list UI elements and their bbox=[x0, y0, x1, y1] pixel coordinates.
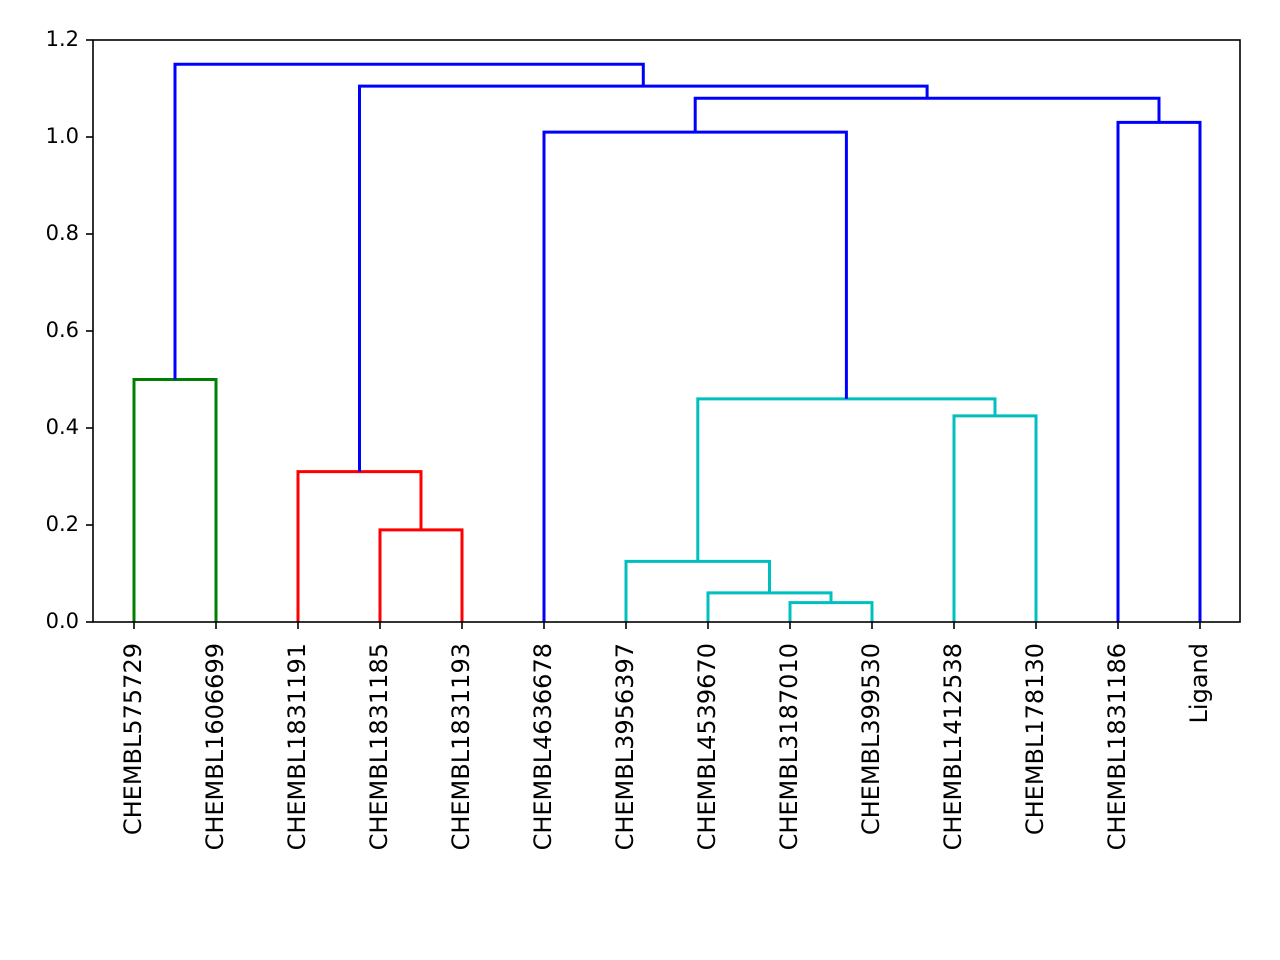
leaf-label: CHEMBL1831191 bbox=[283, 643, 311, 850]
dendrogram-link-red bbox=[378, 528, 464, 622]
dendrogram-link-blue bbox=[173, 62, 645, 380]
dendrogram-link-blue bbox=[693, 96, 1161, 133]
leaf-label: CHEMBL3187010 bbox=[775, 643, 803, 850]
leaf-label: CHEMBL1412538 bbox=[939, 643, 967, 850]
leaf-label: CHEMBL1606699 bbox=[201, 643, 229, 850]
leaf-label: CHEMBL4636678 bbox=[529, 643, 557, 850]
y-tick-label: 0.4 bbox=[46, 415, 79, 439]
dendrogram-link-cyan bbox=[706, 591, 833, 622]
dendrogram-link-blue bbox=[1116, 120, 1202, 622]
leaf-label: Ligand bbox=[1185, 643, 1213, 723]
y-tick-label: 0.6 bbox=[46, 318, 79, 342]
y-tick-label: 0.0 bbox=[46, 609, 79, 633]
leaf-label: CHEMBL399530 bbox=[857, 643, 885, 835]
leaf-label: CHEMBL178130 bbox=[1021, 643, 1049, 835]
leaf-label: CHEMBL1831185 bbox=[365, 643, 393, 850]
dendrogram-link-blue bbox=[542, 130, 848, 622]
dendrogram-link-cyan bbox=[788, 601, 874, 622]
leaf-label: CHEMBL4539670 bbox=[693, 643, 721, 850]
dendrogram-link-red bbox=[296, 470, 423, 622]
plot-frame bbox=[92, 39, 1241, 623]
y-tick-label: 0.8 bbox=[46, 221, 79, 245]
leaf-label: CHEMBL575729 bbox=[119, 643, 147, 835]
y-axis: 0.0 0.2 0.4 0.6 0.8 1.0 1.2 bbox=[46, 27, 93, 633]
leaf-label: CHEMBL3956397 bbox=[611, 643, 639, 850]
leaf-label: CHEMBL1831193 bbox=[447, 643, 475, 850]
dendrogram-links bbox=[132, 62, 1202, 622]
dendrogram-link-cyan bbox=[952, 414, 1038, 622]
x-axis: CHEMBL575729 CHEMBL1606699 CHEMBL1831191 CH… bbox=[119, 622, 1213, 850]
dendrogram-link-blue bbox=[358, 84, 929, 472]
dendrogram-link-cyan bbox=[696, 397, 997, 562]
y-tick-label: 1.0 bbox=[46, 124, 79, 148]
y-tick-label: 1.2 bbox=[46, 27, 79, 51]
leaf-label: CHEMBL1831186 bbox=[1103, 643, 1131, 850]
dendrogram-link-green bbox=[132, 378, 218, 622]
y-tick-label: 0.2 bbox=[46, 512, 79, 536]
